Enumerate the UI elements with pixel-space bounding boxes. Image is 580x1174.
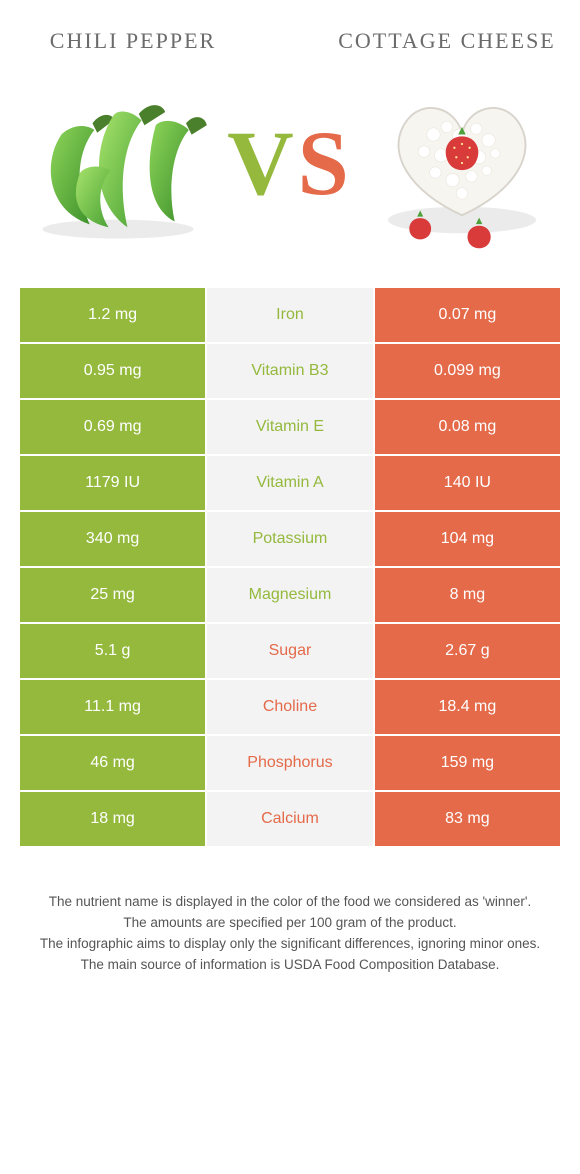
nutrient-name-cell: Vitamin B3	[206, 343, 374, 399]
cottage-cheese-image	[362, 68, 562, 258]
left-value-cell: 18 mg	[19, 791, 206, 847]
images-row: VS	[18, 68, 562, 258]
nutrient-name-cell: Vitamin A	[206, 455, 374, 511]
nutrient-name-cell: Potassium	[206, 511, 374, 567]
right-value-cell: 0.08 mg	[374, 399, 561, 455]
infographic-container: Chili pepper Cottage cheese	[0, 0, 580, 976]
table-row: 0.69 mgVitamin E0.08 mg	[19, 399, 561, 455]
vs-v: V	[227, 112, 297, 214]
left-value-cell: 46 mg	[19, 735, 206, 791]
left-value-cell: 0.95 mg	[19, 343, 206, 399]
nutrient-name-cell: Sugar	[206, 623, 374, 679]
left-value-cell: 0.69 mg	[19, 399, 206, 455]
right-value-cell: 18.4 mg	[374, 679, 561, 735]
title-row: Chili pepper Cottage cheese	[18, 28, 562, 54]
left-value-cell: 11.1 mg	[19, 679, 206, 735]
footnote-line: The nutrient name is displayed in the co…	[24, 892, 556, 913]
left-food-title: Chili pepper	[18, 28, 248, 54]
footnote-line: The infographic aims to display only the…	[24, 934, 556, 955]
right-value-cell: 104 mg	[374, 511, 561, 567]
table-row: 11.1 mgCholine18.4 mg	[19, 679, 561, 735]
nutrient-name-cell: Magnesium	[206, 567, 374, 623]
nutrient-name-cell: Calcium	[206, 791, 374, 847]
nutrient-name-cell: Choline	[206, 679, 374, 735]
chili-pepper-icon	[23, 78, 213, 248]
table-row: 1.2 mgIron0.07 mg	[19, 287, 561, 343]
vs-label: VS	[227, 117, 353, 209]
table-row: 18 mgCalcium83 mg	[19, 791, 561, 847]
cottage-cheese-icon	[367, 68, 557, 258]
footnote-line: The main source of information is USDA F…	[24, 955, 556, 976]
left-value-cell: 1179 IU	[19, 455, 206, 511]
chili-pepper-image	[18, 68, 218, 258]
left-value-cell: 5.1 g	[19, 623, 206, 679]
right-value-cell: 2.67 g	[374, 623, 561, 679]
table-row: 46 mgPhosphorus159 mg	[19, 735, 561, 791]
left-value-cell: 1.2 mg	[19, 287, 206, 343]
nutrient-name-cell: Iron	[206, 287, 374, 343]
table-row: 0.95 mgVitamin B30.099 mg	[19, 343, 561, 399]
vs-s: S	[298, 112, 353, 214]
footnotes: The nutrient name is displayed in the co…	[18, 892, 562, 976]
table-row: 340 mgPotassium104 mg	[19, 511, 561, 567]
nutrient-name-cell: Vitamin E	[206, 399, 374, 455]
right-value-cell: 8 mg	[374, 567, 561, 623]
right-value-cell: 83 mg	[374, 791, 561, 847]
table-row: 5.1 gSugar2.67 g	[19, 623, 561, 679]
right-value-cell: 140 IU	[374, 455, 561, 511]
left-value-cell: 340 mg	[19, 511, 206, 567]
right-value-cell: 159 mg	[374, 735, 561, 791]
table-row: 1179 IUVitamin A140 IU	[19, 455, 561, 511]
right-food-title: Cottage cheese	[332, 28, 562, 54]
table-row: 25 mgMagnesium8 mg	[19, 567, 561, 623]
left-value-cell: 25 mg	[19, 567, 206, 623]
footnote-line: The amounts are specified per 100 gram o…	[24, 913, 556, 934]
nutrient-comparison-table: 1.2 mgIron0.07 mg0.95 mgVitamin B30.099 …	[18, 286, 562, 848]
right-value-cell: 0.099 mg	[374, 343, 561, 399]
right-value-cell: 0.07 mg	[374, 287, 561, 343]
nutrient-name-cell: Phosphorus	[206, 735, 374, 791]
